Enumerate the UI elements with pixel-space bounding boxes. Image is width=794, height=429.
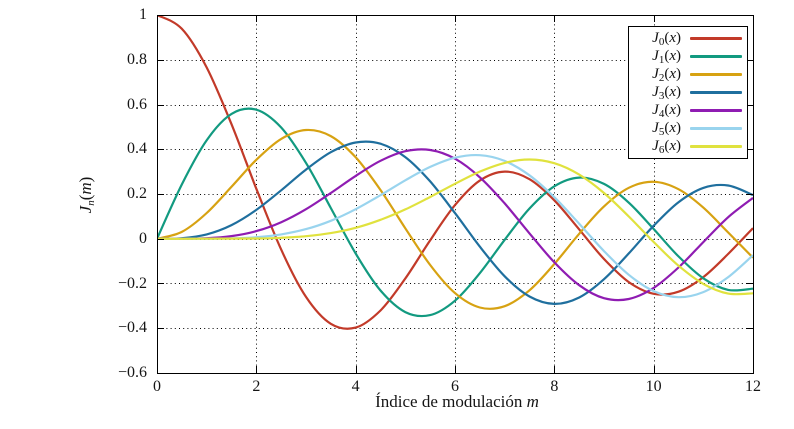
legend-item: J5(x) xyxy=(633,120,742,139)
legend-label: J3(x) xyxy=(652,83,681,102)
legend-label: J2(x) xyxy=(652,65,681,84)
curve-J5 xyxy=(157,153,753,299)
y-axis-label-sub: n xyxy=(85,200,97,206)
y-axis-label-paren-open: ( xyxy=(76,194,95,201)
legend-label: J5(x) xyxy=(652,120,681,139)
legend-label: J4(x) xyxy=(652,102,681,121)
x-tick-label: 8 xyxy=(550,378,559,395)
x-tick-label: 4 xyxy=(351,378,360,395)
y-axis-label-paren-close: ) xyxy=(76,176,95,183)
legend-line-sample xyxy=(690,36,742,40)
x-tick-label: 12 xyxy=(745,378,761,395)
curve-J2 xyxy=(157,128,753,310)
legend-item: J4(x) xyxy=(633,102,742,121)
x-tick-label: 6 xyxy=(451,378,459,395)
legend-line-sample xyxy=(690,145,742,149)
legend-item: J6(x) xyxy=(633,138,742,157)
legend-line-sample xyxy=(690,72,742,76)
curve-J3 xyxy=(157,140,753,306)
legend: J0(x) J1(x) J2(x) J3(x) J4(x) J5(x) J6(x) xyxy=(628,26,748,159)
plot-border xyxy=(157,15,754,374)
y-tick-label: −0.4 xyxy=(117,319,147,337)
legend-line-sample xyxy=(690,90,742,94)
curve-J0 xyxy=(157,15,753,330)
x-axis-label: Índice de modulación m xyxy=(257,392,657,412)
legend-line-sample xyxy=(690,109,742,113)
curves xyxy=(157,15,753,330)
x-axis-label-text: Índice de modulación xyxy=(375,392,527,411)
legend-label: J1(x) xyxy=(652,47,681,66)
curve-J1 xyxy=(157,107,753,318)
y-tick-label: 0.8 xyxy=(127,50,147,68)
y-tick-label: 0.4 xyxy=(127,140,147,158)
legend-item: J1(x) xyxy=(633,48,742,65)
legend-line-sample xyxy=(690,54,742,58)
y-axis-label-base: J xyxy=(76,205,95,214)
legend-label: J0(x) xyxy=(652,29,681,48)
x-axis-label-var: m xyxy=(526,392,539,411)
legend-item: J0(x) xyxy=(633,30,742,47)
legend-label: J6(x) xyxy=(652,138,681,157)
y-axis-label: Jn(m) xyxy=(76,134,98,256)
legend-line-sample xyxy=(690,127,742,131)
curve-J6 xyxy=(157,158,753,296)
y-tick-label: 0 xyxy=(139,229,147,247)
y-tick-label: −0.2 xyxy=(117,274,147,292)
y-tick-label: 0.2 xyxy=(127,185,147,202)
legend-item: J2(x) xyxy=(633,66,742,83)
y-tick-label: −0.6 xyxy=(117,364,147,381)
legend-item: J3(x) xyxy=(633,84,742,101)
x-tick-label: 0 xyxy=(153,378,161,395)
x-tick-label: 10 xyxy=(645,378,662,395)
y-axis-label-var: m xyxy=(76,182,95,195)
y-tick-label: 0.6 xyxy=(127,95,147,113)
y-tick-label: 1 xyxy=(139,6,147,23)
x-tick-label: 2 xyxy=(252,378,261,395)
